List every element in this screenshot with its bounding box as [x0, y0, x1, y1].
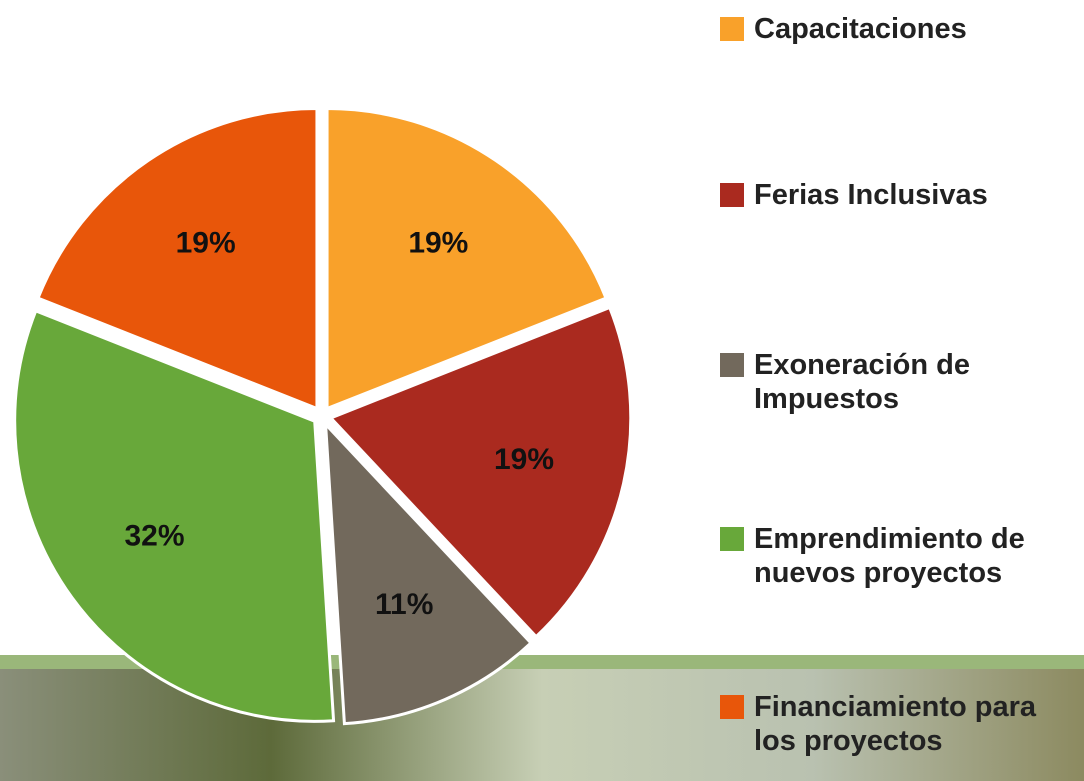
legend-label: Ferias Inclusivas: [754, 178, 988, 212]
legend-entry: Emprendimiento de nuevos proyectos: [720, 522, 1065, 590]
legend-swatch: [720, 353, 744, 377]
data-label: 32%: [125, 520, 185, 553]
data-label: 11%: [375, 588, 433, 621]
legend-entry: Ferias Inclusivas: [720, 178, 1065, 212]
pie: 19% 19% 11% 32% 19%: [15, 109, 631, 724]
legend-swatch: [720, 527, 744, 551]
legend-entry: Exoneración de Impuestos: [720, 348, 1065, 416]
legend-entry: Financiamiento para los proyectos: [720, 690, 1065, 758]
legend-swatch: [720, 183, 744, 207]
data-label: 19%: [176, 227, 236, 260]
legend-label: Capacitaciones: [754, 12, 967, 46]
legend-label: Emprendimiento de nuevos proyectos: [754, 522, 1065, 590]
legend-label: Financiamiento para los proyectos: [754, 690, 1065, 758]
data-label: 19%: [494, 443, 554, 476]
legend-entry: Capacitaciones: [720, 12, 1065, 46]
data-label: 19%: [408, 227, 468, 260]
legend-label: Exoneración de Impuestos: [754, 348, 1065, 416]
legend-swatch: [720, 695, 744, 719]
legend-swatch: [720, 17, 744, 41]
page: 19% 19% 11% 32% 19% Capacitaciones Ferias Inc…: [0, 0, 1084, 781]
